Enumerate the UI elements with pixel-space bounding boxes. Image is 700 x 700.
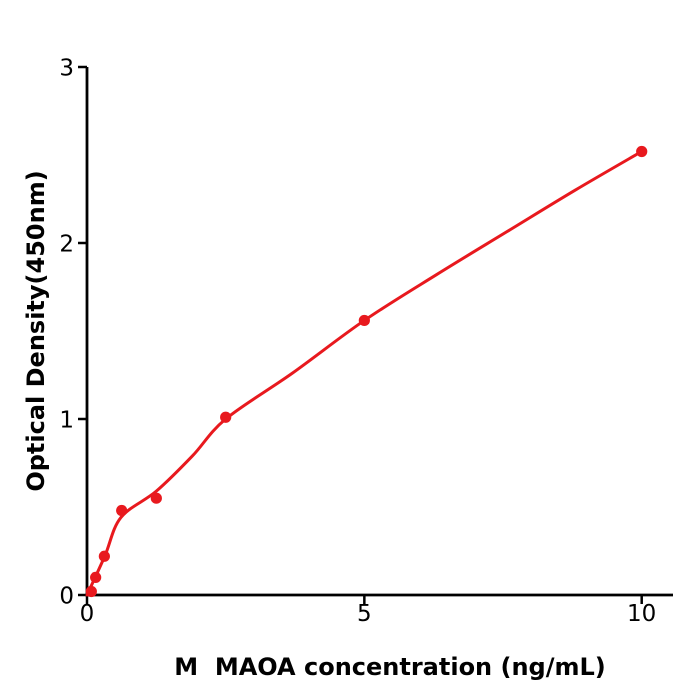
y-axis-ticks: 0 1 2 3 [59, 56, 87, 610]
y-tick-label: 0 [59, 584, 74, 610]
y-tick-label: 1 [59, 408, 74, 434]
data-point [98, 550, 110, 562]
y-axis-title: Optical Density(450nm) [22, 170, 50, 491]
data-points [85, 145, 648, 598]
data-point [636, 145, 648, 158]
x-axis-ticks: 0 5 10 [80, 595, 656, 627]
x-tick-label: 0 [80, 601, 95, 627]
x-tick-label: 5 [357, 601, 372, 627]
x-tick-label: 10 [627, 601, 656, 627]
y-tick-label: 3 [59, 56, 74, 82]
fitted-curve [85, 149, 644, 597]
data-point [220, 411, 232, 423]
data-point [358, 314, 370, 327]
data-point [85, 585, 97, 598]
x-axis-title: M MAOA concentration (ng/mL) [174, 653, 606, 681]
data-point [116, 504, 128, 517]
data-point [90, 571, 102, 584]
y-tick-label: 2 [59, 232, 74, 258]
data-point [150, 492, 162, 504]
